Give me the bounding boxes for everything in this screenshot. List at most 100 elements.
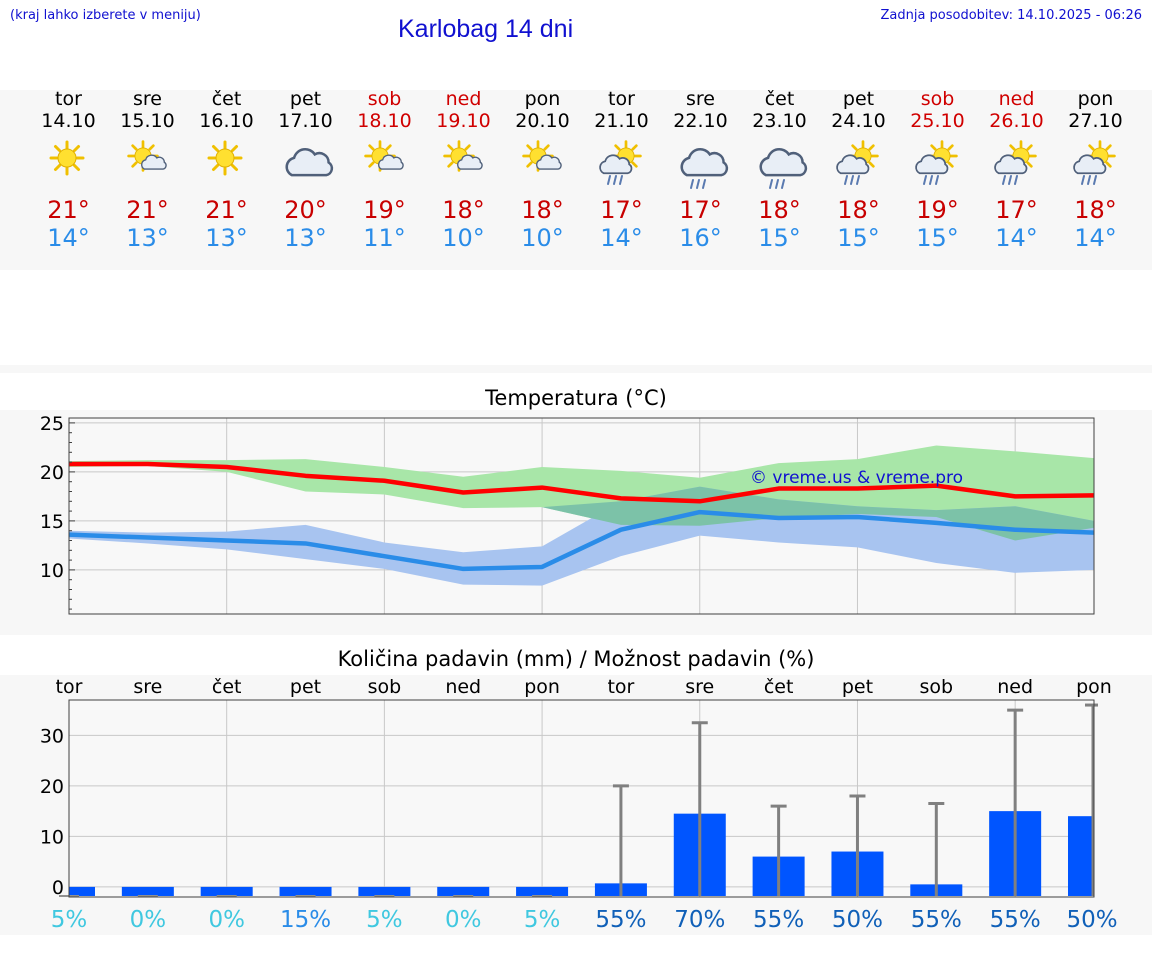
day-forecast: pon 27.10 18° 14° xyxy=(1056,88,1136,252)
x-tick-label: tor xyxy=(607,676,634,698)
day-forecast: ned 26.10 17° 14° xyxy=(977,88,1057,252)
day-name: pet xyxy=(842,88,875,110)
day-name: pet xyxy=(289,88,322,110)
precipitation-chart-title: Količina padavin (mm) / Možnost padavin … xyxy=(337,647,815,671)
y-tick-label: 20 xyxy=(40,776,64,798)
y-tick-label: 30 xyxy=(40,725,64,747)
precip-bar xyxy=(1068,816,1094,896)
precip-probability: 50% xyxy=(832,907,883,933)
temp-min: 15° xyxy=(758,224,801,252)
day-name: čet xyxy=(764,88,795,110)
range-overlap xyxy=(69,466,1094,541)
precip-bar xyxy=(516,886,569,896)
temp-min: 14° xyxy=(1074,224,1117,252)
x-tick-label: pon xyxy=(524,676,560,698)
temp-max: 19° xyxy=(363,196,406,224)
day-forecast: čet 16.10 21° 13° xyxy=(187,88,267,252)
y-tick-label: 0 xyxy=(52,877,64,899)
y-tick-label: 10 xyxy=(40,826,64,848)
plot-area xyxy=(69,700,1094,897)
y-tick-label: 15 xyxy=(40,511,64,533)
cloud-rain-icon xyxy=(740,132,820,196)
day-date: 22.10 xyxy=(673,110,728,132)
last-updated: Zadnja posodobitev: 14.10.2025 - 06:26 xyxy=(880,8,1142,23)
sun-cloud-icon xyxy=(345,132,425,196)
x-tick-label: sre xyxy=(685,676,714,698)
precip-probability: 50% xyxy=(1066,907,1117,933)
sun-cloud-icon xyxy=(424,132,504,196)
temp-max: 17° xyxy=(679,196,722,224)
location-hint: (kraj lahko izberete v meniju) xyxy=(10,8,201,23)
x-tick-label: sob xyxy=(368,676,402,698)
x-tick-label: tor xyxy=(56,676,83,698)
day-forecast: pet 17.10 20° 13° xyxy=(266,88,346,252)
day-date: 17.10 xyxy=(278,110,333,132)
divider-band xyxy=(0,365,1152,373)
day-forecast: sob 18.10 19° 11° xyxy=(345,88,425,252)
precip-bar xyxy=(358,886,411,896)
precip-probability: 15% xyxy=(280,907,331,933)
temp-min: 14° xyxy=(600,224,643,252)
x-tick-label: čet xyxy=(212,676,242,698)
day-date: 27.10 xyxy=(1068,110,1123,132)
day-forecast: pon 20.10 18° 10° xyxy=(503,88,583,252)
plot-frame xyxy=(68,699,1095,898)
day-date: 15.10 xyxy=(120,110,175,132)
precip-probability: 55% xyxy=(990,907,1041,933)
min-temp-line xyxy=(68,509,1095,572)
day-name: tor xyxy=(55,88,82,110)
temp-min: 11° xyxy=(363,224,406,252)
day-name: pon xyxy=(524,88,561,110)
precip-probability: 0% xyxy=(445,907,482,933)
page-title: Karlobag 14 dni xyxy=(398,15,574,43)
temp-min: 13° xyxy=(205,224,248,252)
precip-bar xyxy=(69,886,95,896)
day-name: sob xyxy=(920,88,955,110)
day-date: 26.10 xyxy=(989,110,1044,132)
temp-max: 18° xyxy=(758,196,801,224)
day-date: 16.10 xyxy=(199,110,254,132)
temperature-chart-title: Temperatura (°C) xyxy=(485,386,667,410)
temp-min: 13° xyxy=(284,224,327,252)
watermark: © vreme.us & vreme.pro xyxy=(750,468,963,488)
x-tick-label: sre xyxy=(133,676,162,698)
day-forecast: sob 25.10 19° 15° xyxy=(898,88,978,252)
day-name: ned xyxy=(445,88,482,110)
sun-cloud-icon xyxy=(503,132,583,196)
sun-cloud-rain-icon xyxy=(898,132,978,196)
sun-icon xyxy=(29,132,109,196)
day-forecast: sre 22.10 17° 16° xyxy=(661,88,741,252)
day-forecast: ned 19.10 18° 10° xyxy=(424,88,504,252)
temp-min: 16° xyxy=(679,224,722,252)
precip-probability: 5% xyxy=(51,907,88,933)
temp-max: 18° xyxy=(442,196,485,224)
precip-probability: 55% xyxy=(595,907,646,933)
precip-bar xyxy=(437,886,490,896)
temp-min: 15° xyxy=(837,224,880,252)
day-forecast: sre 15.10 21° 13° xyxy=(108,88,188,252)
day-date: 19.10 xyxy=(436,110,491,132)
day-date: 23.10 xyxy=(752,110,807,132)
temp-max: 21° xyxy=(47,196,90,224)
day-name: tor xyxy=(608,88,635,110)
x-tick-label: ned xyxy=(445,676,481,698)
x-tick-label: pet xyxy=(842,676,873,698)
y-tick-label: 25 xyxy=(40,413,64,435)
day-date: 24.10 xyxy=(831,110,886,132)
temp-min: 10° xyxy=(521,224,564,252)
precip-bar xyxy=(121,886,174,896)
temp-max: 20° xyxy=(284,196,327,224)
precip-bar xyxy=(279,886,332,896)
precip-probability: 5% xyxy=(524,907,561,933)
sun-cloud-rain-icon xyxy=(977,132,1057,196)
temp-min: 14° xyxy=(47,224,90,252)
y-tick-label: 10 xyxy=(40,560,64,582)
temp-max: 18° xyxy=(1074,196,1117,224)
cloud-rain-icon xyxy=(661,132,741,196)
temp-max: 18° xyxy=(837,196,880,224)
x-tick-label: čet xyxy=(764,676,794,698)
temp-max: 18° xyxy=(521,196,564,224)
day-date: 20.10 xyxy=(515,110,570,132)
temperature-chart: 10 15 20 25 © vreme.us & vreme.pro xyxy=(40,413,1095,615)
day-name: ned xyxy=(998,88,1035,110)
